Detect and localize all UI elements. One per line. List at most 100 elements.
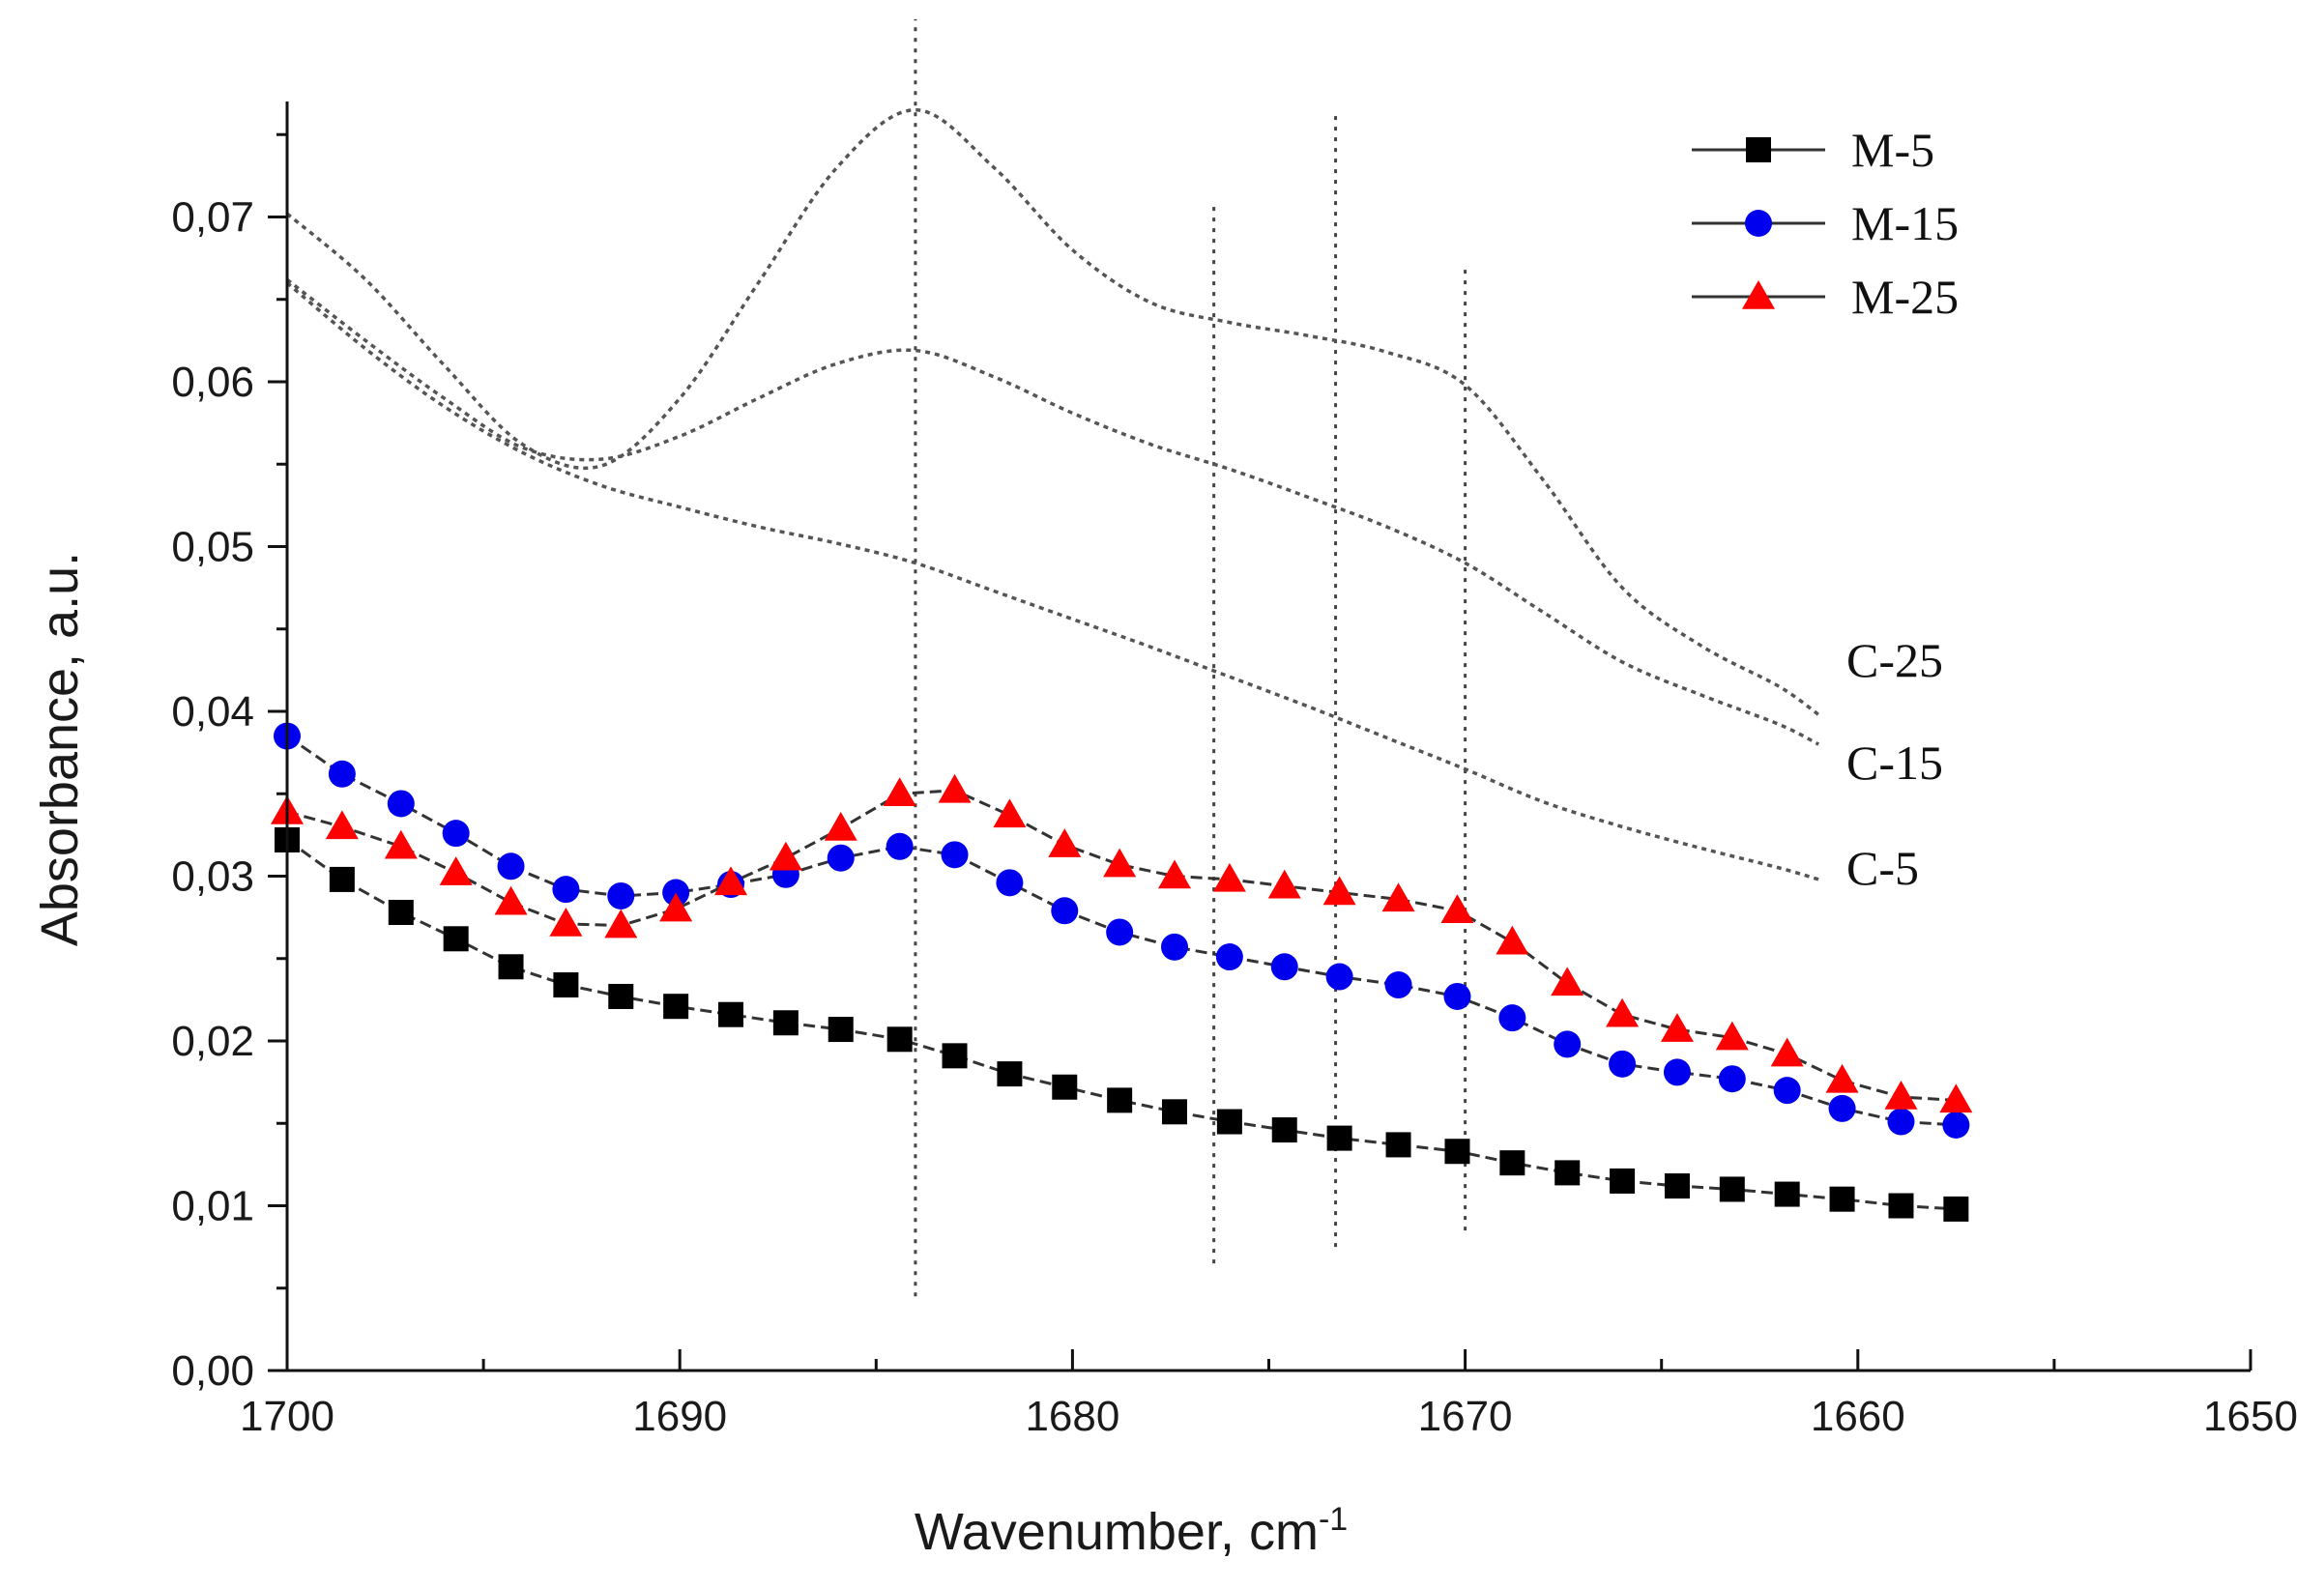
data-point-m-25 bbox=[384, 829, 418, 859]
data-point-m-15 bbox=[996, 869, 1024, 897]
data-point-m-15 bbox=[1325, 963, 1353, 991]
data-point-m-5 bbox=[1829, 1186, 1855, 1212]
data-point-m-25 bbox=[1606, 997, 1640, 1027]
curve-label-c-25: C-25 bbox=[1846, 633, 1943, 687]
reference-lines bbox=[914, 18, 1467, 1297]
data-point-m-25 bbox=[1267, 869, 1301, 899]
data-point-m-15 bbox=[607, 881, 635, 909]
data-point-m-15 bbox=[1106, 918, 1134, 946]
y-tick-label: 0,06 bbox=[171, 359, 254, 406]
series-line-c-5 bbox=[285, 281, 1819, 881]
data-point-m-25 bbox=[1440, 894, 1474, 924]
y-tick-label: 0,07 bbox=[171, 194, 254, 242]
data-point-m-5 bbox=[443, 926, 469, 952]
data-point-m-15 bbox=[497, 852, 525, 881]
data-point-m-5 bbox=[553, 972, 579, 998]
curve-label-c-15: C-15 bbox=[1846, 736, 1943, 790]
data-point-m-5 bbox=[997, 1061, 1023, 1087]
data-point-m-15 bbox=[1051, 897, 1079, 925]
x-axis-title: Wavenumber, cm-1 bbox=[915, 1501, 1348, 1561]
data-point-m-5 bbox=[1107, 1087, 1133, 1113]
data-point-m-25 bbox=[1103, 848, 1137, 878]
data-point-m-5 bbox=[1610, 1168, 1636, 1194]
data-point-m-25 bbox=[494, 885, 528, 915]
data-point-m-15 bbox=[1443, 982, 1471, 1010]
data-point-m-15 bbox=[1828, 1094, 1856, 1122]
data-point-m-25 bbox=[1825, 1063, 1859, 1093]
data-point-m-25 bbox=[1939, 1083, 1973, 1113]
x-tick-label: 1690 bbox=[632, 1393, 727, 1440]
y-tick-label: 0,05 bbox=[171, 524, 254, 571]
data-point-m-15 bbox=[1718, 1065, 1746, 1093]
legend-marker-m-15 bbox=[1745, 210, 1772, 237]
curve-labels: C-5 C-15 C-25 bbox=[1846, 633, 1943, 895]
data-point-m-15 bbox=[1498, 1004, 1526, 1032]
data-point-m-15 bbox=[1887, 1108, 1915, 1136]
data-point-m-15 bbox=[1215, 943, 1243, 971]
data-point-m-5 bbox=[1216, 1109, 1242, 1135]
data-point-m-5 bbox=[1271, 1117, 1297, 1143]
data-point-m-25 bbox=[1048, 828, 1082, 857]
data-point-m-5 bbox=[772, 1010, 799, 1036]
data-point-m-15 bbox=[827, 844, 855, 872]
data-point-m-5 bbox=[329, 866, 355, 892]
c-curves bbox=[285, 107, 1820, 881]
data-point-m-5 bbox=[828, 1017, 854, 1043]
m-curves bbox=[271, 722, 1973, 1222]
data-point-m-5 bbox=[1499, 1150, 1525, 1176]
x-tick-label: 1660 bbox=[1811, 1393, 1905, 1440]
data-point-m-25 bbox=[1496, 925, 1529, 955]
legend-marker-m-25 bbox=[1742, 280, 1775, 309]
data-point-m-25 bbox=[1551, 967, 1584, 996]
data-point-m-15 bbox=[1384, 971, 1412, 999]
data-point-m-5 bbox=[498, 954, 524, 980]
data-point-m-25 bbox=[1212, 862, 1246, 892]
y-tick-label: 0,00 bbox=[171, 1347, 254, 1395]
series-line-c-25 bbox=[285, 107, 1820, 716]
data-point-m-15 bbox=[1773, 1077, 1801, 1105]
x-tick-label: 1700 bbox=[240, 1393, 334, 1440]
x-axis-title-main: Wavenumber, cm bbox=[915, 1503, 1319, 1561]
ticks: 1700 1690 1680 1670 1660 1650 0,00 0,01 0,02 0,03… bbox=[171, 132, 2298, 1440]
data-point-m-25 bbox=[604, 909, 638, 938]
data-point-m-5 bbox=[942, 1043, 968, 1069]
y-axis-title: Absorbance, a.u. bbox=[31, 552, 89, 946]
data-point-m-5 bbox=[1554, 1160, 1581, 1186]
legend-label-m-5: M-5 bbox=[1851, 123, 1934, 177]
curve-label-c-5: C-5 bbox=[1846, 841, 1919, 895]
data-point-m-25 bbox=[1770, 1037, 1804, 1067]
data-point-m-25 bbox=[938, 773, 972, 803]
data-point-m-15 bbox=[1270, 953, 1298, 981]
data-point-m-25 bbox=[714, 866, 748, 896]
series-line-m-5 bbox=[286, 838, 1957, 1211]
data-point-m-5 bbox=[886, 1026, 913, 1053]
data-point-m-25 bbox=[1158, 859, 1192, 889]
data-point-m-25 bbox=[325, 810, 359, 840]
data-point-m-15 bbox=[552, 876, 580, 904]
y-tick-label: 0,04 bbox=[171, 688, 254, 736]
data-point-m-5 bbox=[1719, 1176, 1745, 1202]
data-point-m-15 bbox=[1663, 1058, 1691, 1086]
data-point-m-15 bbox=[442, 820, 470, 848]
data-point-m-5 bbox=[718, 1001, 744, 1027]
data-point-m-5 bbox=[663, 994, 689, 1020]
data-point-m-25 bbox=[1381, 882, 1415, 912]
data-point-m-5 bbox=[1444, 1139, 1470, 1165]
data-point-m-15 bbox=[941, 841, 969, 869]
data-point-m-25 bbox=[769, 841, 802, 871]
legend: M-5 M-15 M-25 bbox=[1692, 123, 1959, 324]
data-point-m-25 bbox=[824, 812, 857, 841]
data-point-m-25 bbox=[549, 907, 583, 937]
data-point-m-15 bbox=[1554, 1030, 1582, 1058]
data-point-m-5 bbox=[1943, 1196, 1969, 1222]
legend-marker-m-5 bbox=[1746, 137, 1771, 162]
data-point-m-15 bbox=[1609, 1050, 1637, 1078]
data-point-m-25 bbox=[883, 777, 916, 806]
y-tick-label: 0,02 bbox=[171, 1018, 254, 1065]
series-line-c-15 bbox=[285, 277, 1819, 746]
data-point-m-5 bbox=[1888, 1193, 1914, 1219]
y-tick-label: 0,03 bbox=[171, 853, 254, 901]
data-point-m-25 bbox=[1660, 1013, 1694, 1042]
